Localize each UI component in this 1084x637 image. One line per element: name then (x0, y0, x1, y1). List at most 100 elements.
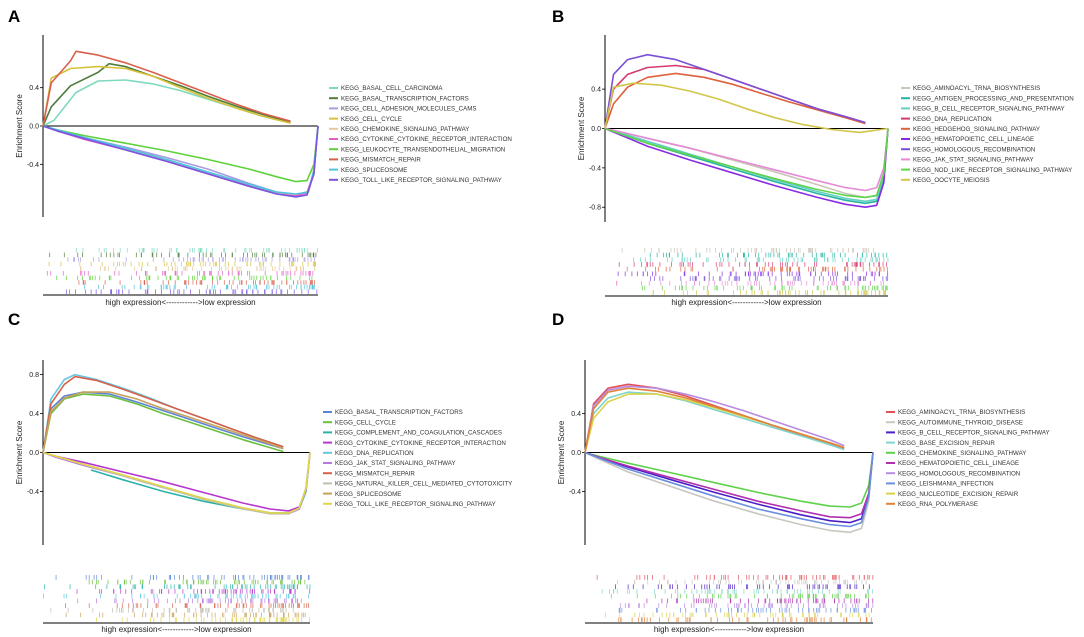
legend-entry-kegg-jak-stat-signaling-pathway: KEGG_JAK_STAT_SIGNALING_PATHWAY (913, 157, 1034, 164)
y-tick-label: -0.4 (27, 489, 39, 496)
legend-entry-kegg-toll-like-receptor-signaling-pathway: KEGG_TOLL_LIKE_RECEPTOR_SIGNALING_PATHWA… (341, 177, 502, 184)
series-line-kegg-cytokine-cytokine-receptor-interaction (42, 451, 311, 512)
legend-entry-kegg-hedgehog-signaling-pathway: KEGG_HEDGEHOG_SIGNALING_PATHWAY (913, 126, 1040, 133)
y-tick-label: 0.0 (29, 450, 39, 457)
legend-entry-kegg-rna-polymerase: KEGG_RNA_POLYMERASE (898, 501, 978, 508)
y-tick-label: 0.4 (29, 85, 39, 92)
legend-entry-kegg-cytokine-cytokine-receptor-interaction: KEGG_CYTOKINE_CYTOKINE_RECEPTOR_INTERACT… (341, 136, 512, 143)
legend-entry-kegg-cell-cycle: KEGG_CELL_CYCLE (341, 116, 402, 123)
rug-row-kegg-b-cell-receptor-signaling-pathway (615, 584, 870, 590)
legend-entry-kegg-nod-like-receptor-signaling-pathway: KEGG_NOD_LIKE_RECEPTOR_SIGNALING_PATHWAY (913, 167, 1072, 174)
series-line-kegg-spliceosome (42, 391, 284, 453)
series-line-kegg-rna-polymerase (584, 387, 845, 453)
rug-row-kegg-hematopoietic-cell-lineage (617, 271, 889, 277)
legend-entry-kegg-autoimmune-thyroid-disease: KEGG_AUTOIMMUNE_THYROID_DISEASE (898, 419, 1023, 426)
legend-entry-kegg-mismatch-repair: KEGG_MISMATCH_REPAIR (335, 470, 415, 477)
rug-row-kegg-aminoacyl-trna-biosynthesis (596, 575, 874, 580)
series-line-kegg-hematopoietic-cell-lineage (584, 451, 874, 519)
panel-letter: A (8, 7, 20, 26)
y-axis-label: Enrichment Score (577, 96, 586, 160)
legend: KEGG_BASAL_TRANSCRIPTION_FACTORS KEGG_CEL… (323, 409, 512, 508)
rug-row-kegg-toll-like-receptor-signaling-pathway (65, 289, 318, 294)
series-line-kegg-base-excision-repair (584, 391, 845, 453)
legend-entry-kegg-jak-stat-signaling-pathway: KEGG_JAK_STAT_SIGNALING_PATHWAY (335, 460, 456, 467)
y-tick-label: -0.8 (589, 205, 601, 212)
legend-entry-kegg-leishmania-infection: KEGG_LEISHMANIA_INFECTION (898, 481, 994, 488)
rug-row-kegg-homologous-recombination (650, 276, 889, 281)
rug-row-kegg-basal-transcription-factors (55, 575, 310, 580)
rug-row-kegg-cytokine-cytokine-receptor-interaction (46, 271, 314, 276)
rug-row-kegg-jak-stat-signaling-pathway (77, 598, 302, 604)
panel-letter: C (8, 310, 20, 329)
rug-row-kegg-mismatch-repair (65, 603, 309, 608)
legend-entry-kegg-base-excision-repair: KEGG_BASE_EXCISION_REPAIR (898, 440, 995, 447)
y-tick-label: 0.0 (571, 450, 581, 457)
series-line-kegg-mismatch-repair (42, 50, 291, 127)
rug-row-kegg-b-cell-receptor-signaling-pathway (633, 257, 889, 263)
y-tick-label: 0.4 (571, 411, 581, 418)
series-line-kegg-chemokine-signaling-pathway (584, 451, 874, 508)
series-line-kegg-basal-transcription-factors (42, 62, 291, 127)
legend-entry-kegg-basal-cell-carcinoma: KEGG_BASAL_CELL_CARCINOMA (341, 85, 443, 92)
rug-row-kegg-spliceosome (83, 284, 315, 290)
series-line-kegg-aminoacyl-trna-biosynthesis (584, 383, 845, 453)
rug-row-kegg-toll-like-receptor-signaling-pathway (95, 617, 311, 622)
legend-entry-kegg-dna-replication: KEGG_DNA_REPLICATION (913, 116, 992, 123)
legend-entry-kegg-homologous-recombination: KEGG_HOMOLOGOUS_RECOMBINATION (898, 470, 1020, 477)
legend-entry-kegg-homologous-recombination: KEGG_HOMOLOGOUS_RECOMBINATION (913, 146, 1035, 153)
rug-row-kegg-chemokine-signaling-pathway (610, 593, 870, 599)
series-line-kegg-dna-replication (604, 64, 866, 129)
series-line-kegg-hedgehog-signaling-pathway (604, 72, 866, 129)
y-axis-label: Enrichment Score (15, 94, 24, 158)
rug-row-kegg-spliceosome (65, 612, 306, 618)
rug-row-kegg-dna-replication (43, 593, 309, 599)
rug-row-kegg-hematopoietic-cell-lineage (646, 598, 874, 604)
rug-row-kegg-dna-replication (618, 262, 887, 267)
legend-entry-kegg-chemokine-signaling-pathway: KEGG_CHEMOKINE_SIGNALING_PATHWAY (341, 126, 469, 133)
series-line-kegg-hematopoietic-cell-lineage (604, 127, 889, 208)
x-axis-label: high expression<------------>low express… (671, 298, 821, 307)
y-tick-label: 0.0 (29, 124, 39, 131)
series-line-kegg-complement-and-coagulation-cascades (90, 452, 311, 514)
rug-row-kegg-antigen-processing-and-presentation (649, 252, 888, 258)
rug-row-kegg-leishmania-infection (618, 607, 872, 613)
legend-entry-kegg-b-cell-receptor-signaling-pathway: KEGG_B_CELL_RECEPTOR_SIGNALING_PATHWAY (898, 430, 1050, 437)
rug-row-kegg-homologous-recombination (619, 603, 874, 608)
y-tick-label: 0.4 (29, 411, 39, 418)
rug-row-kegg-cell-cycle (88, 579, 306, 585)
legend: KEGG_AMINOACYL_TRNA_BIOSYNTHESIS KEGG_ANT… (901, 85, 1074, 184)
legend-entry-kegg-hematopoietic-cell-lineage: KEGG_HEMATOPOIETIC_CELL_LINEAGE (913, 136, 1034, 143)
legend-entry-kegg-oocyte-meiosis: KEGG_OOCYTE_MEIOSIS (913, 177, 990, 184)
rug-row-kegg-complement-and-coagulation-cascades (44, 584, 311, 590)
series-line-kegg-cell-cycle (42, 65, 291, 127)
rug-row-kegg-cell-adhesion-molecules-cams (67, 257, 316, 262)
y-axis-label: Enrichment Score (557, 420, 566, 484)
panel-b: B 0.4 0.0 -0.4 -0.8 Enrichment Score high expr… (552, 7, 1074, 307)
rug-row-kegg-oocyte-meiosis (652, 290, 887, 295)
legend-entry-kegg-aminoacyl-trna-biosynthesis: KEGG_AMINOACYL_TRNA_BIOSYNTHESIS (898, 409, 1025, 416)
y-axis-label: Enrichment Score (15, 420, 24, 484)
series-line-kegg-leukocyte-transendothelial-migration (42, 125, 319, 183)
rug-row-kegg-autoimmune-thyroid-disease (617, 579, 867, 585)
y-tick-label: -0.4 (27, 162, 39, 169)
rug-row-kegg-cell-cycle (48, 261, 316, 267)
panel-letter: B (552, 7, 564, 26)
legend: KEGG_BASAL_CELL_CARCINOMA KEGG_BASAL_TRAN… (329, 85, 512, 184)
series-line-kegg-autoimmune-thyroid-disease (584, 451, 874, 534)
rug-row-kegg-leukocyte-transendothelial-migration (56, 275, 313, 281)
rug-row-kegg-nod-like-receptor-signaling-pathway (642, 285, 888, 291)
legend-entry-kegg-basal-transcription-factors: KEGG_BASAL_TRANSCRIPTION_FACTORS (341, 95, 469, 102)
x-axis-label: high expression<------------>low express… (105, 298, 255, 307)
x-axis-label: high expression<------------>low express… (101, 625, 251, 634)
legend-entry-kegg-b-cell-receptor-signaling-pathway: KEGG_B_CELL_RECEPTOR_SIGNALING_PATHWAY (913, 106, 1065, 113)
legend-entry-kegg-dna-replication: KEGG_DNA_REPLICATION (335, 450, 414, 457)
legend-entry-kegg-natural-killer-cell-mediated-cytotoxicity: KEGG_NATURAL_KILLER_CELL_MEDIATED_CYTOTO… (335, 481, 512, 488)
series-line-kegg-basal-cell-carcinoma (42, 79, 291, 127)
x-axis-label: high expression<------------>low express… (654, 625, 804, 634)
legend-entry-kegg-cytokine-cytokine-receptor-interaction: KEGG_CYTOKINE_CYTOKINE_RECEPTOR_INTERACT… (335, 440, 506, 447)
rug-row-kegg-basal-cell-carcinoma (75, 248, 319, 253)
rug-row-kegg-jak-stat-signaling-pathway (616, 280, 884, 286)
rug-row-kegg-basal-transcription-factors (49, 252, 317, 258)
